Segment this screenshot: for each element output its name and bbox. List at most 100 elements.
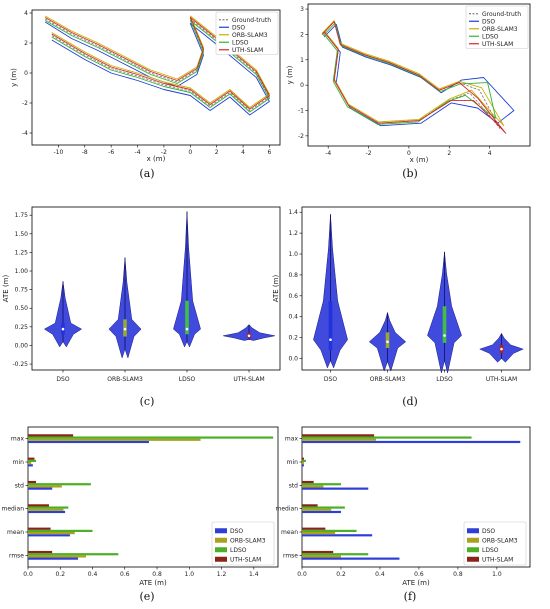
bar — [28, 459, 37, 462]
x-tick-label: 0.4 — [88, 571, 98, 578]
x-tick-label: UTH-SLAM — [233, 376, 264, 383]
legend-label: UTH-SLAM — [232, 47, 263, 54]
bar — [28, 434, 74, 437]
bar — [302, 434, 375, 437]
legend-label: DSO — [232, 24, 245, 31]
legend-swatch — [215, 528, 227, 534]
panel-caption: (d) — [402, 395, 418, 408]
y-tick-label: max — [285, 436, 299, 443]
bar — [28, 438, 201, 441]
y-tick-label: 1 — [300, 57, 304, 64]
y-tick-label: 3 — [300, 6, 304, 13]
bar — [302, 529, 357, 532]
violin-median — [386, 340, 389, 344]
x-tick-label: -10 — [53, 149, 63, 156]
y-tick-label: 0.0 — [288, 356, 298, 363]
x-tick-label: ORB-SLAM3 — [370, 376, 406, 383]
x-axis-label: x (m) — [410, 156, 429, 164]
x-tick-label: 0.8 — [453, 571, 463, 578]
violin-median — [185, 327, 189, 331]
bar — [302, 555, 341, 558]
x-tick-label: 0 — [188, 149, 192, 156]
axes-frame — [301, 206, 531, 371]
x-tick-label: -4 — [135, 149, 141, 156]
bar — [302, 485, 324, 488]
violin-iqr — [385, 332, 390, 349]
legend-label: DSO — [482, 528, 495, 535]
bar — [28, 487, 53, 490]
legend-swatch — [467, 547, 479, 553]
legend-label: ORB-SLAM3 — [482, 537, 518, 544]
trajectory-panel-b: -4 -2 0 2 4 3 2 1 0 -1 -2 x (m) y (m) Ground-truthDSO… — [286, 3, 531, 180]
y-tick-label: mean — [7, 529, 24, 536]
trajectory-line — [44, 20, 270, 113]
y-tick-label: median — [2, 506, 25, 513]
violin-panel-c: DSO ORB-SLAM3 LDSO UTH-SLAM 1.75 1.50 1.25 1.00… — [2, 206, 281, 408]
y-tick-label: 1.75 — [15, 212, 29, 219]
y-tick-label: min — [287, 459, 299, 466]
legend-swatch — [467, 528, 479, 534]
x-tick-label: ORB-SLAM3 — [107, 376, 143, 383]
bar — [28, 510, 66, 514]
y-axis-label: y (m) — [286, 65, 294, 84]
legend-label: DSO — [482, 18, 495, 25]
violin-panel-d: DSO ORB-SLAM3 LDSO UTH-SLAM 1.4 1.2 1.0 0.8 0.6 0… — [272, 206, 531, 408]
panel-caption: (c) — [140, 395, 155, 408]
x-tick-label: 1.4 — [249, 571, 259, 578]
panel-caption: (a) — [139, 167, 154, 180]
legend-label: UTH-SLAM — [230, 556, 261, 563]
bar — [302, 436, 472, 439]
bar — [302, 553, 369, 556]
x-tick-label: 1.2 — [217, 571, 227, 578]
x-tick-label: LDSO — [179, 376, 196, 383]
trajectory-line — [321, 21, 507, 134]
violin-median — [247, 334, 251, 338]
x-tick-label: 2 — [215, 149, 219, 156]
x-tick-label: DSO — [324, 376, 337, 383]
x-tick-label: 1.0 — [185, 571, 195, 578]
y-tick-label: min — [13, 459, 25, 466]
bar — [28, 485, 62, 488]
bar — [28, 550, 53, 554]
bar — [28, 480, 37, 484]
y-tick-label: -2 — [298, 133, 304, 140]
trajectory-line — [44, 21, 270, 116]
violin-median — [123, 327, 127, 331]
legend-box — [215, 11, 279, 55]
y-tick-label: 1.00 — [15, 268, 29, 275]
legend-label: LDSO — [230, 547, 247, 554]
y-tick-label: median — [276, 506, 299, 513]
legend-swatch — [215, 556, 227, 562]
y-tick-label: 0.2 — [288, 335, 298, 342]
x-tick-label: 0.0 — [297, 571, 307, 578]
y-tick-label: 0.4 — [288, 314, 298, 321]
bar — [28, 555, 87, 558]
bar — [28, 457, 35, 460]
y-tick-label: 0.00 — [15, 342, 29, 349]
bar — [302, 506, 345, 509]
bar — [302, 508, 332, 511]
x-tick-label: UTH-SLAM — [486, 376, 517, 383]
bar — [28, 464, 33, 467]
x-tick-label: 0.6 — [120, 571, 130, 578]
panel-caption: (f) — [404, 590, 417, 603]
trajectory-line — [322, 22, 497, 125]
y-tick-label: 4 — [24, 10, 28, 17]
bar — [28, 527, 51, 530]
axes-frame — [31, 206, 281, 371]
x-tick-label: DSO — [56, 376, 69, 383]
legend-swatch — [215, 537, 227, 543]
bar — [28, 436, 274, 439]
y-tick-label: -2 — [22, 100, 28, 107]
y-tick-label: -1 — [298, 108, 304, 115]
y-tick-label: 0.25 — [15, 324, 29, 331]
bar — [28, 483, 91, 486]
bar — [302, 440, 521, 444]
y-tick-label: -0.25 — [12, 361, 28, 368]
trajectory-line — [321, 20, 505, 127]
bar — [302, 438, 377, 441]
x-tick-label: 2 — [447, 150, 451, 157]
bar — [28, 462, 32, 465]
x-tick-label: 4 — [488, 150, 492, 157]
legend-box — [463, 521, 527, 566]
